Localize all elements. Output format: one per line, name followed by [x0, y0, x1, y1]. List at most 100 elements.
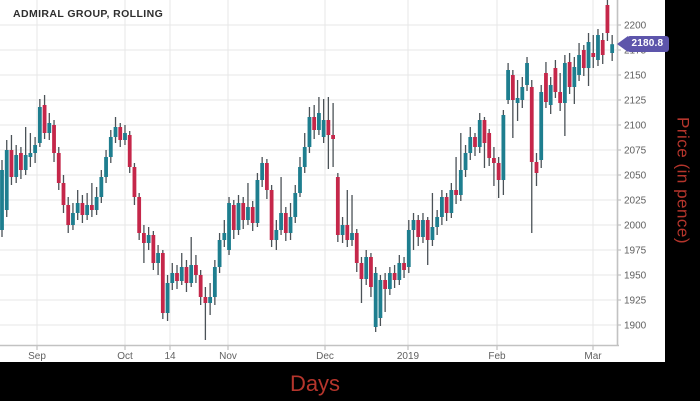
candle[interactable]: [170, 263, 175, 290]
candle[interactable]: [501, 110, 506, 195]
candle[interactable]: [591, 35, 596, 68]
candle[interactable]: [558, 73, 563, 111]
candle[interactable]: [203, 287, 208, 340]
candle[interactable]: [553, 60, 558, 98]
candle[interactable]: [487, 129, 492, 166]
candle[interactable]: [241, 197, 246, 229]
candle[interactable]: [231, 200, 236, 239]
candle[interactable]: [610, 35, 615, 61]
candle[interactable]: [454, 157, 458, 204]
candle[interactable]: [534, 153, 539, 186]
candle[interactable]: [425, 217, 430, 265]
candle[interactable]: [548, 77, 553, 114]
candle[interactable]: [317, 97, 321, 135]
candle[interactable]: [581, 45, 586, 76]
candle[interactable]: [52, 120, 56, 162]
candle[interactable]: [354, 229, 359, 272]
candle[interactable]: [198, 270, 203, 305]
candle[interactable]: [260, 157, 265, 187]
candle[interactable]: [23, 127, 28, 175]
candle[interactable]: [321, 99, 326, 143]
candle[interactable]: [369, 253, 373, 297]
candle[interactable]: [298, 157, 302, 197]
candle[interactable]: [288, 203, 293, 240]
candle[interactable]: [212, 260, 217, 305]
candle[interactable]: [525, 57, 529, 91]
candle[interactable]: [350, 195, 354, 246]
candle[interactable]: [515, 80, 520, 121]
candle[interactable]: [264, 159, 269, 199]
candle[interactable]: [113, 117, 118, 143]
candle[interactable]: [118, 123, 123, 147]
candle[interactable]: [416, 215, 421, 246]
candle[interactable]: [75, 190, 80, 220]
candle[interactable]: [227, 197, 231, 255]
candle[interactable]: [449, 183, 454, 218]
candle[interactable]: [605, 0, 610, 41]
candle[interactable]: [85, 193, 90, 220]
candle[interactable]: [364, 250, 369, 285]
candle[interactable]: [520, 77, 525, 108]
candle[interactable]: [492, 147, 496, 186]
candle[interactable]: [529, 80, 534, 233]
candle[interactable]: [572, 57, 577, 104]
candle[interactable]: [42, 95, 47, 139]
candle[interactable]: [411, 213, 416, 250]
candle[interactable]: [506, 63, 511, 104]
candle[interactable]: [80, 195, 85, 223]
candle[interactable]: [586, 33, 591, 86]
candle[interactable]: [123, 125, 127, 145]
candle[interactable]: [430, 193, 435, 246]
candle[interactable]: [137, 193, 142, 240]
candle[interactable]: [142, 225, 146, 263]
candle[interactable]: [132, 163, 137, 205]
candle[interactable]: [444, 193, 449, 221]
candle[interactable]: [340, 217, 345, 243]
candle[interactable]: [160, 250, 165, 319]
candle[interactable]: [562, 55, 567, 136]
candle[interactable]: [283, 207, 288, 241]
candle[interactable]: [274, 220, 279, 250]
candle[interactable]: [293, 185, 298, 223]
candle[interactable]: [4, 140, 9, 217]
candle[interactable]: [127, 131, 132, 173]
candle[interactable]: [482, 117, 487, 168]
candle[interactable]: [331, 103, 335, 167]
candle[interactable]: [269, 185, 274, 247]
candle[interactable]: [14, 145, 19, 183]
candle[interactable]: [335, 173, 340, 242]
candle[interactable]: [189, 237, 194, 287]
candle[interactable]: [184, 260, 189, 292]
candles[interactable]: [0, 0, 615, 340]
candle[interactable]: [236, 195, 241, 235]
candle[interactable]: [421, 213, 425, 243]
candle[interactable]: [279, 177, 283, 235]
candle[interactable]: [307, 107, 312, 153]
candle[interactable]: [165, 275, 170, 321]
candle[interactable]: [345, 190, 350, 247]
candle[interactable]: [458, 133, 463, 201]
candle[interactable]: [496, 157, 501, 198]
candle[interactable]: [596, 29, 600, 66]
candle[interactable]: [217, 233, 222, 273]
candle[interactable]: [435, 210, 440, 235]
candle[interactable]: [194, 255, 198, 283]
candle[interactable]: [208, 283, 213, 315]
candle[interactable]: [397, 255, 402, 285]
candle[interactable]: [0, 160, 4, 237]
candle[interactable]: [402, 257, 406, 278]
candle[interactable]: [302, 133, 307, 173]
candle[interactable]: [406, 220, 411, 273]
candle[interactable]: [383, 273, 388, 312]
candle[interactable]: [9, 135, 14, 185]
candle[interactable]: [37, 99, 42, 147]
candle[interactable]: [539, 85, 544, 168]
candle[interactable]: [222, 220, 227, 247]
candle[interactable]: [477, 113, 482, 153]
candle[interactable]: [47, 113, 52, 140]
candle[interactable]: [510, 70, 515, 138]
candle[interactable]: [33, 137, 38, 163]
candle[interactable]: [473, 133, 477, 156]
candle[interactable]: [468, 127, 473, 160]
candle[interactable]: [378, 275, 383, 326]
